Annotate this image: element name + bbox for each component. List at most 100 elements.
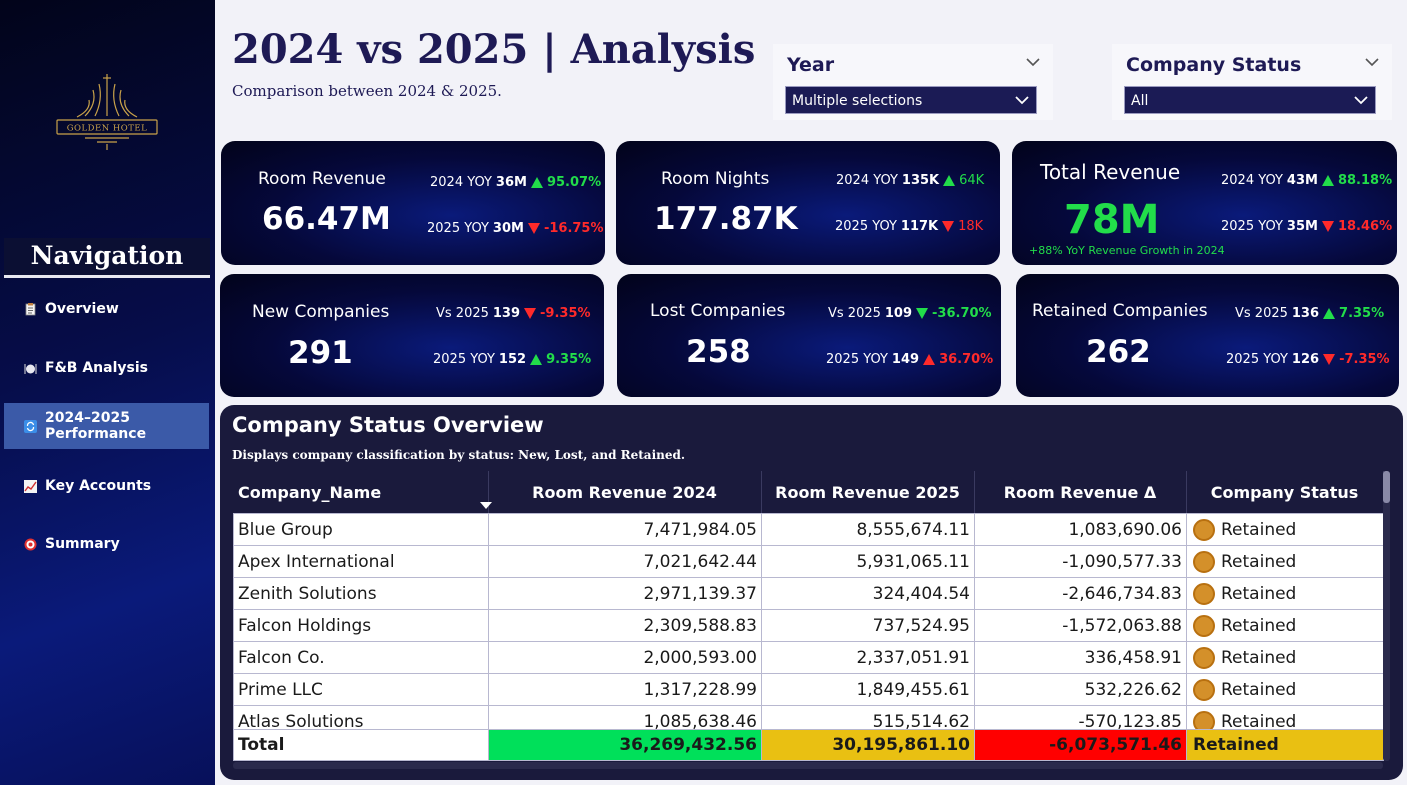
logo-text: GOLDEN HOTEL [67,124,147,134]
scrollbar-thumb[interactable] [1383,471,1390,503]
up-arrow-icon [530,354,543,365]
nav-item-key-accounts[interactable]: Key Accounts [4,463,209,509]
up-arrow-icon [1323,308,1336,319]
nav-label-overview: Overview [45,301,119,317]
kpi-card-lost-companies: Lost Companies 258 Vs 2025 109 -36.70% 20… [617,274,1001,397]
column-header[interactable]: Company Status [1186,471,1384,513]
chevron-down-icon[interactable] [1364,56,1380,68]
company-name-cell: Blue Group [233,513,489,546]
status-cell: Retained [1186,705,1383,729]
kpi-label: Room Nights [661,169,770,189]
kpi-card-total-revenue: Total Revenue 78M +88% YoY Revenue Growt… [1012,141,1397,265]
sort-desc-icon[interactable] [479,502,492,509]
company-name-cell: Apex International [233,545,489,578]
target-icon [24,538,37,551]
table-total-row: Total 36,269,432.56 30,195,861.10 -6,073… [233,729,1384,761]
total-label-cell: Total [233,729,489,761]
kpi-label: New Companies [252,302,390,322]
table-row[interactable]: Prime LLC 1,317,228.99 1,849,455.61 532,… [233,673,1383,706]
year-dropdown[interactable]: Multiple selections [785,86,1037,114]
company-status-table: Company_Name Room Revenue 2024 Room Reve… [233,471,1384,761]
retained-status-icon [1193,646,1215,669]
company-status-dropdown[interactable]: All [1124,86,1376,114]
column-header[interactable]: Room Revenue 2024 [488,471,762,513]
table-row[interactable]: Falcon Holdings 2,309,588.83 737,524.95 … [233,609,1383,642]
page-subtitle: Comparison between 2024 & 2025. [232,82,502,100]
kpi-value: 177.87K [654,201,798,237]
down-arrow-icon [524,308,537,319]
revenue-2024-cell: 2,971,139.37 [488,577,762,610]
kpi-label: Total Revenue [1040,160,1181,184]
dining-icon [24,362,37,375]
year-dropdown-value: Multiple selections [792,93,923,109]
table-row[interactable]: Apex International 7,021,642.44 5,931,06… [233,545,1383,578]
panel-subtitle: Displays company classification by statu… [232,448,686,462]
chart-icon [24,479,37,493]
company-status-panel: Company Status Overview Displays company… [220,405,1403,780]
kpi-yoy-line: 2024 YOY 36M 95.07% [430,175,602,190]
revenue-delta-cell: -2,646,734.83 [974,577,1187,610]
company-status-slicer: Company Status All [1112,44,1392,120]
kpi-value: 78M [1064,197,1160,243]
horizontal-scrollbar[interactable] [233,762,1383,769]
nav-item-summary[interactable]: Summary [4,521,209,567]
revenue-2024-cell: 7,471,984.05 [488,513,762,546]
table-body-scroll[interactable]: Blue Group 7,471,984.05 8,555,674.11 1,0… [233,513,1383,729]
company-name-cell: Zenith Solutions [233,577,489,610]
status-cell: Retained [1186,609,1383,642]
up-arrow-icon [1321,175,1334,186]
chevron-down-icon [1015,96,1029,105]
revenue-delta-cell: 336,458.91 [974,641,1187,674]
kpi-yoy-line: Vs 2025 109 -36.70% [828,306,992,321]
revenue-2025-cell: 8,555,674.11 [761,513,975,546]
nav-label-key-accounts: Key Accounts [45,478,152,494]
table-row[interactable]: Atlas Solutions 1,085,638.46 515,514.62 … [233,705,1383,729]
vertical-scrollbar[interactable] [1383,471,1390,761]
revenue-delta-cell: 532,226.62 [974,673,1187,706]
kpi-yoy-line: 2025 YOY 35M 18.46% [1221,219,1393,234]
column-header[interactable]: Room Revenue Δ [974,471,1187,513]
kpi-yoy-line: 2025 YOY 126 -7.35% [1226,352,1390,367]
revenue-2025-cell: 324,404.54 [761,577,975,610]
revenue-2025-cell: 1,849,455.61 [761,673,975,706]
year-slicer-label: Year [787,54,835,76]
nav-label-performance: 2024–2025 Performance [45,410,147,442]
kpi-value: 258 [686,334,751,370]
down-arrow-icon [942,221,955,232]
nav-item-fb-analysis[interactable]: F&B Analysis [4,345,209,391]
total-revenue-2025-cell: 30,195,861.10 [761,729,975,761]
retained-status-icon [1193,550,1215,573]
golden-hotel-logo: GOLDEN HOTEL [56,74,158,150]
revenue-2024-cell: 2,309,588.83 [488,609,762,642]
retained-status-icon [1193,710,1215,729]
company-name-cell: Prime LLC [233,673,489,706]
table-row[interactable]: Zenith Solutions 2,971,139.37 324,404.54… [233,577,1383,610]
nav-item-performance[interactable]: 2024–2025 Performance [4,403,209,449]
revenue-2024-cell: 7,021,642.44 [488,545,762,578]
table-row[interactable]: Falcon Co. 2,000,593.00 2,337,051.91 336… [233,641,1383,674]
kpi-yoy-line: 2025 YOY 30M -16.75% [427,221,604,236]
kpi-label: Lost Companies [650,301,786,321]
refresh-icon [24,419,37,433]
up-arrow-icon [923,354,936,365]
revenue-2024-cell: 1,317,228.99 [488,673,762,706]
chevron-down-icon [1354,96,1368,105]
column-header[interactable]: Room Revenue 2025 [761,471,975,513]
kpi-value: 66.47M [262,201,391,237]
retained-status-icon [1193,582,1215,605]
nav-label-fb-analysis: F&B Analysis [45,360,148,376]
company-status-dropdown-value: All [1131,93,1149,109]
company-name-cell: Atlas Solutions [233,705,489,729]
status-cell: Retained [1186,513,1383,546]
kpi-yoy-line: Vs 2025 136 7.35% [1235,306,1385,321]
revenue-delta-cell: -570,123.85 [974,705,1187,729]
column-header[interactable]: Company_Name [233,471,492,513]
table-row[interactable]: Blue Group 7,471,984.05 8,555,674.11 1,0… [233,513,1383,546]
kpi-yoy-line: 2025 YOY 117K 18K [835,219,984,234]
kpi-yoy-line: Vs 2025 139 -9.35% [436,306,591,321]
nav-item-overview[interactable]: Overview [4,286,209,332]
navigation-title: Navigation [4,238,210,278]
chevron-down-icon[interactable] [1025,56,1041,68]
revenue-2025-cell: 737,524.95 [761,609,975,642]
revenue-delta-cell: 1,083,690.06 [974,513,1187,546]
